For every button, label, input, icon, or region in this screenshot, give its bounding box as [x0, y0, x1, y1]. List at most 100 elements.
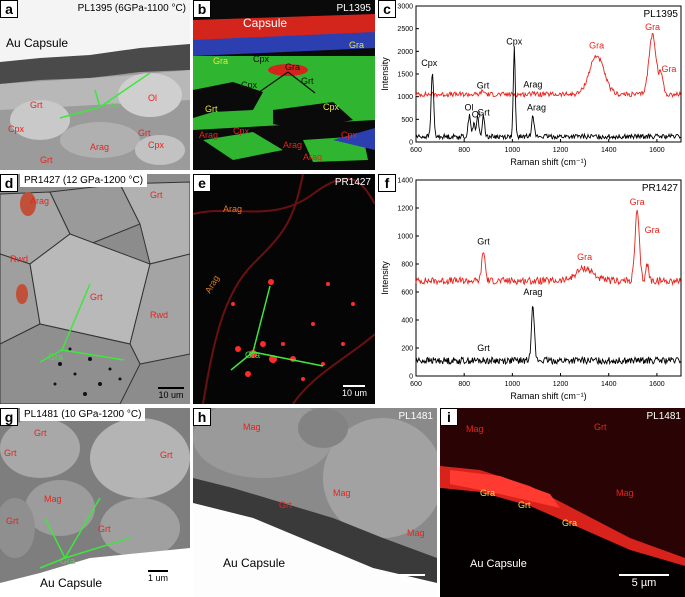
panel-a-graphite-label: Gra	[104, 100, 120, 110]
y-tick-label: 1400	[397, 178, 413, 185]
x-tick-label: 1600	[649, 147, 665, 154]
panel-e-mineral-label: Arag	[223, 204, 243, 214]
panel-d-mineral-label: Rwd	[10, 254, 29, 264]
y-tick-label: 3000	[397, 4, 413, 11]
peak-label: Ol	[465, 102, 474, 112]
y-tick-label: 1500	[397, 72, 413, 79]
chart-title: PR1427	[642, 183, 679, 194]
panel-e-graphite-label: Gra	[245, 350, 261, 360]
peak-label: Grt	[477, 81, 490, 91]
panel-i-scale-bar: 5 µm	[619, 574, 669, 589]
peak-label: Ol	[472, 110, 481, 120]
panel-a-sample: PL1395 (6GPa-1100 °C)	[77, 3, 186, 14]
panel-h-scale-bar: 5 µm	[371, 574, 425, 589]
x-tick-label: 1600	[649, 381, 665, 388]
peak-label: Grt	[477, 236, 490, 246]
spectrum-line	[415, 32, 681, 99]
panel-e: e PR1427 Arag Arag Gra 10 um	[193, 174, 375, 404]
x-tick-label: 800	[458, 381, 470, 388]
panel-b: b PL1395 Capsule Gra Gra Cpx Gra Grt Cpx…	[193, 0, 375, 170]
panel-i-capsule-label: Au Capsule	[470, 558, 527, 570]
y-tick-label: 600	[401, 290, 413, 297]
panel-g-sample: PL1481 (10 GPa-1200 °C)	[20, 408, 146, 421]
x-tick-label: 1000	[505, 381, 521, 388]
panel-b-capsule-label: Capsule	[243, 16, 288, 30]
panel-a-mineral-label: Ol	[148, 93, 157, 103]
y-tick-label: 1000	[397, 94, 413, 101]
plot-frame	[415, 179, 682, 377]
panel-b-mineral-label: Cpx	[323, 102, 340, 112]
panel-a-mineral-label: Cpx	[148, 140, 165, 150]
panel-b-mineral-label: Arag	[199, 130, 219, 140]
y-axis-label: Intensity	[380, 261, 390, 295]
y-tick-label: 2500	[397, 26, 413, 33]
panel-g-mineral-label: Grt	[98, 524, 111, 534]
panel-b-mineral-label: Arag	[283, 140, 303, 150]
peak-label: Gra	[577, 252, 592, 262]
panel-i: i PL1481 Mag Grt Mag Gra Grt Gra Au Caps…	[440, 408, 685, 597]
panel-a-mineral-label: Grt	[30, 100, 43, 110]
panel-i-garnet-label: Grt	[518, 500, 531, 510]
panel-b-mineral-label: Gra	[213, 56, 229, 66]
panel-d-mineral-label: Arag	[30, 196, 50, 206]
panel-h-mineral-label: Mag	[243, 422, 261, 432]
y-tick-label: 2000	[397, 49, 413, 56]
panel-d-graphite-label: Gra	[48, 352, 64, 362]
panel-g-letter: g	[0, 408, 18, 426]
peak-label: Gra	[645, 225, 660, 235]
peak-label: Gra	[661, 64, 676, 74]
x-tick-label: 600	[410, 381, 422, 388]
panel-b-sample: PL1395	[336, 3, 371, 14]
panel-b-mineral-label: Cpx	[253, 54, 270, 64]
plot-frame	[415, 5, 682, 143]
panel-b-mineral-label: Gra	[349, 40, 365, 50]
panel-i-graphite-label: Gra	[480, 488, 496, 498]
panel-b-mineral-label: Grt	[301, 76, 314, 86]
panel-d-image	[0, 181, 190, 404]
panel-g-mineral-label: Grt	[160, 450, 173, 460]
panel-e-image	[193, 174, 375, 404]
y-tick-label: 500	[401, 117, 413, 124]
panel-d-mineral-label: Grt	[90, 292, 103, 302]
panel-e-sample: PR1427	[334, 177, 371, 188]
panel-d-letter: d	[0, 174, 18, 192]
panel-h: h PL1481 Mag Grt Mag Mag Au Capsule 5 µm	[193, 408, 437, 597]
peak-label: Arag	[527, 102, 546, 112]
panel-b-letter: b	[193, 0, 211, 18]
panel-i-image	[440, 408, 685, 597]
peak-label: Gra	[589, 41, 604, 51]
panel-d-sample: PR1427 (12 GPa-1200 °C)	[20, 174, 148, 187]
y-tick-label: 800	[401, 262, 413, 269]
panel-i-sample: PL1481	[646, 411, 681, 422]
y-tick-label: 1200	[397, 206, 413, 213]
spectrum-line	[415, 46, 681, 141]
panel-i-graphite-label: Gra	[562, 518, 578, 528]
panel-a-mineral-label: Grt	[40, 155, 53, 165]
panel-h-mineral-label: Mag	[407, 528, 425, 538]
panel-b-mineral-label: Cpx	[241, 80, 258, 90]
panel-f: 600 800 1000 1200 1400 1600 0 200 400 600 800 1000 1…	[378, 174, 685, 404]
peak-label: Grt	[477, 108, 490, 118]
panel-d-mineral-label: Rwd	[150, 310, 169, 320]
raman-chart-c: 600 800 1000 1200 1400 1600 0 500 1000 1500 2000 25…	[380, 4, 682, 167]
panel-d: d PR1427 (12 GPa-1200 °C) Arag Grt Rwd G…	[0, 174, 190, 404]
panel-g-mineral-label: Mag	[44, 494, 62, 504]
panel-h-image	[193, 408, 437, 597]
y-axis-label: Intensity	[380, 57, 390, 91]
panel-h-letter: h	[193, 408, 211, 426]
y-tick-label: 200	[401, 346, 413, 353]
y-tick-label: 0	[409, 140, 413, 147]
peak-label: Arag	[523, 80, 542, 90]
panel-f-letter: f	[378, 174, 396, 192]
x-tick-label: 1200	[553, 147, 569, 154]
panel-i-mineral-label: Mag	[616, 488, 634, 498]
panel-c-letter: c	[378, 0, 396, 18]
panel-g-mineral-label: Grt	[34, 428, 47, 438]
spectrum-line	[415, 209, 681, 286]
panel-b-mineral-label: Arag	[303, 152, 323, 162]
panel-g-capsule-label: Au Capsule	[40, 576, 103, 590]
panel-b-mineral-label: Cpx	[341, 130, 358, 140]
panel-i-letter: i	[440, 408, 458, 426]
peak-label: Arag	[523, 287, 542, 297]
panel-i-mineral-label: Grt	[594, 422, 607, 432]
